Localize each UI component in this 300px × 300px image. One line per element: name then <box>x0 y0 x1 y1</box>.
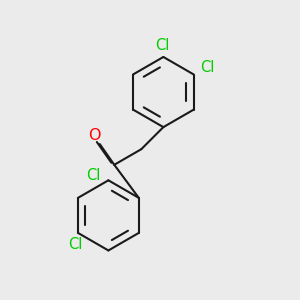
Text: O: O <box>88 128 101 143</box>
Text: Cl: Cl <box>200 60 214 75</box>
Text: Cl: Cl <box>68 237 82 252</box>
Text: Cl: Cl <box>86 168 101 183</box>
Text: Cl: Cl <box>155 38 169 53</box>
